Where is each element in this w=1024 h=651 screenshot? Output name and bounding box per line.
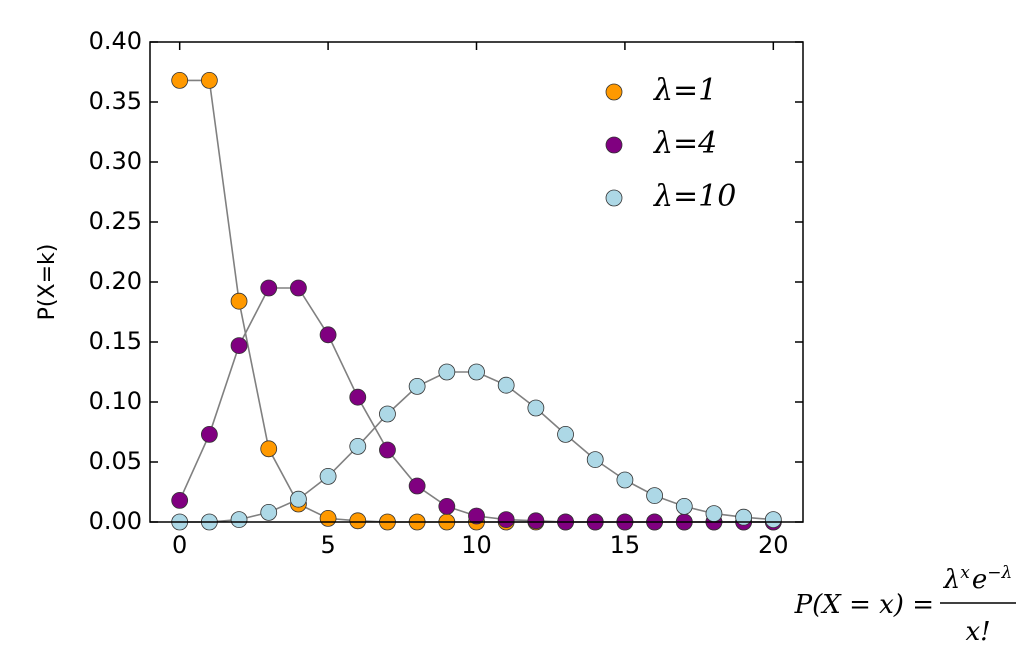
y-tick-label: 0.20 xyxy=(89,267,142,295)
y-tick-label: 0.30 xyxy=(89,147,142,175)
data-point xyxy=(497,376,515,394)
formula-part: λ xyxy=(943,565,960,595)
data-point xyxy=(319,467,337,485)
legend-label: λ=4 xyxy=(653,126,717,161)
data-point xyxy=(171,491,189,509)
formula-part: x xyxy=(960,563,970,583)
data-point xyxy=(438,363,456,381)
data-point xyxy=(260,279,278,297)
data-point xyxy=(230,511,248,528)
data-point xyxy=(260,440,278,458)
data-point xyxy=(438,497,456,515)
data-point xyxy=(290,279,307,297)
y-tick-label: 0.40 xyxy=(89,27,142,55)
y-tick-label: 0.25 xyxy=(89,207,142,235)
legend-label: λ=10 xyxy=(653,179,736,214)
x-tick-label: 5 xyxy=(320,531,335,559)
legend-label: λ=1 xyxy=(653,73,717,108)
data-point xyxy=(379,405,396,423)
data-point xyxy=(468,507,485,525)
legend-marker xyxy=(605,189,623,207)
data-point xyxy=(586,451,604,469)
data-point xyxy=(349,388,367,406)
data-point xyxy=(230,292,248,310)
formula: P(X = x) = λxe−λ x! xyxy=(794,563,1016,647)
formula-numerator: λxe−λ xyxy=(943,563,1013,595)
data-point xyxy=(675,497,693,515)
x-tick-label: 15 xyxy=(610,531,641,559)
series-line xyxy=(178,287,774,523)
plot-frame xyxy=(149,41,804,523)
data-point xyxy=(408,477,426,495)
data-point xyxy=(468,363,485,381)
data-point xyxy=(735,508,753,526)
data-point xyxy=(527,399,545,417)
formula-part: −λ xyxy=(987,563,1012,583)
data-point xyxy=(379,441,396,459)
y-tick-label: 0.10 xyxy=(89,387,142,415)
y-axis-label: P(X=k) xyxy=(35,244,60,321)
x-tick-label: 0 xyxy=(172,531,187,559)
y-tick-label: 0.35 xyxy=(89,87,142,115)
data-point xyxy=(230,337,248,355)
data-point xyxy=(319,326,337,344)
data-point xyxy=(260,504,278,521)
data-point xyxy=(705,505,723,522)
data-point xyxy=(527,512,545,530)
data-point xyxy=(557,425,574,443)
data-point xyxy=(764,511,782,528)
data-point xyxy=(200,72,218,89)
data-point xyxy=(290,490,307,508)
data-point xyxy=(171,72,189,89)
formula-part: e xyxy=(972,565,987,595)
data-point xyxy=(616,471,634,489)
formula-left: P(X = x) = xyxy=(794,590,934,620)
formula-denominator: x! xyxy=(965,617,990,647)
data-point xyxy=(319,510,337,527)
x-tick-label: 20 xyxy=(758,531,789,559)
y-tick-label: 0.00 xyxy=(89,507,142,535)
y-tick-label: 0.15 xyxy=(89,327,142,355)
data-point xyxy=(408,377,426,395)
y-tick-label: 0.05 xyxy=(89,447,142,475)
x-tick-label: 10 xyxy=(461,531,492,559)
data-point xyxy=(200,425,218,443)
data-point xyxy=(497,511,515,528)
data-point xyxy=(349,512,367,530)
data-point xyxy=(646,487,663,505)
legend-marker xyxy=(605,83,623,101)
legend-marker xyxy=(605,136,623,154)
data-point xyxy=(349,437,367,455)
